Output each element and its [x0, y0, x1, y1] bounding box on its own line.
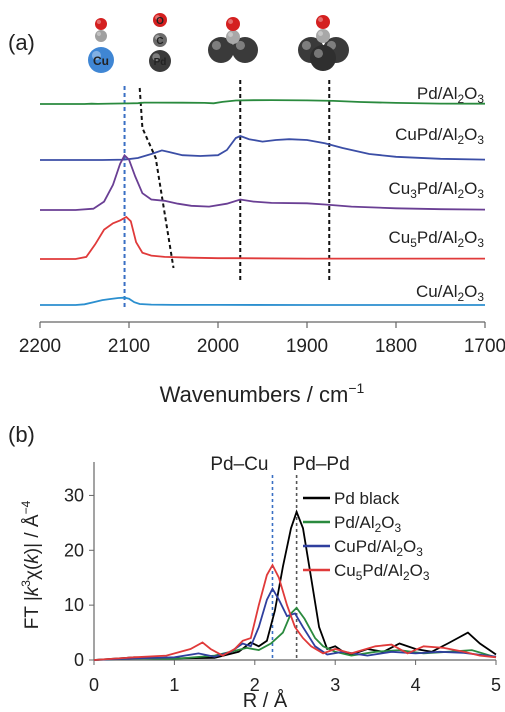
highlight — [313, 48, 324, 58]
highlight — [228, 32, 233, 37]
x-tick-label: 2200 — [19, 336, 61, 357]
panel-b-label: (b) — [8, 422, 35, 447]
x-tick-labels: 2200 2100 2000 1900 1800 1700 — [19, 322, 505, 357]
x-tick-label: 1700 — [464, 336, 505, 357]
series-line — [40, 153, 486, 211]
palladium-atom-icon — [149, 50, 171, 72]
bond-markers: Pd–Cu Pd–Pd — [210, 454, 350, 660]
series-label: Pd/Al2O3 — [417, 84, 485, 106]
x-tick-label: 1800 — [375, 336, 417, 357]
atom-label: O — [156, 16, 164, 27]
highlight — [235, 40, 245, 50]
bond-marker-label: Pd–Cu — [210, 454, 268, 475]
highlight — [318, 31, 323, 36]
y-axis-label: FT |k3χ(k)| / Å−4 — [19, 500, 43, 629]
metal-atom-icon — [310, 45, 336, 71]
spectra-series — [40, 99, 486, 306]
highlight — [152, 53, 160, 62]
panel-a-ir-spectra: (a) Cu OC Pd Pd/Al2O3 CuPd/Al2O3 Cu3Pd/Al2O3… — [8, 13, 505, 407]
copper-atom-label: Cu — [93, 54, 109, 68]
x-tick-label: 4 — [411, 675, 421, 695]
oxygen-atom-icon — [316, 15, 330, 29]
series-line — [40, 135, 486, 161]
x-tick-label: 2100 — [108, 336, 150, 357]
highlight — [228, 19, 233, 24]
highlight — [96, 31, 101, 36]
highlight — [155, 35, 160, 40]
series-label: Cu5Pd/Al2O3 — [389, 228, 485, 250]
metal-atom-icon — [232, 37, 258, 63]
series-line — [93, 586, 497, 661]
axes: 0 1 2 3 4 5 0 10 20 30 — [64, 462, 501, 695]
panel-a-label: (a) — [8, 30, 35, 55]
y-tick-label: 20 — [64, 540, 84, 560]
carbon-atom-icon — [226, 30, 240, 44]
x-tick-label: 5 — [491, 675, 501, 695]
carbon-atom-icon — [153, 33, 167, 47]
x-tick-label: 1 — [169, 675, 179, 695]
y-tick-label: 0 — [74, 650, 84, 670]
x-axis-label-b: R / Å — [243, 689, 288, 712]
series-line — [40, 296, 485, 306]
legend-label: CuPd/Al2O3 — [334, 537, 423, 559]
carbon-atom-icon — [316, 29, 330, 43]
series-label: Cu3Pd/Al2O3 — [389, 179, 485, 201]
series-label: Cu/Al2O3 — [416, 282, 484, 304]
highlight — [91, 50, 101, 60]
metal-atom-icon — [208, 37, 234, 63]
atom-label: Pd — [154, 57, 167, 68]
legend-label: Pd/Al2O3 — [334, 513, 402, 535]
adsorption-site-icons: Cu OC Pd — [88, 13, 349, 73]
oxygen-atom-icon — [95, 18, 107, 30]
highlight — [96, 19, 101, 24]
highlight — [155, 15, 160, 20]
x-tick-label: 2000 — [197, 336, 239, 357]
series-line — [93, 509, 497, 661]
x-axis-label: Wavenumbers / cm−1 — [160, 380, 365, 407]
copper-atom-icon — [88, 47, 114, 73]
series-label: CuPd/Al2O3 — [395, 125, 484, 147]
x-tick-label: 0 — [89, 675, 99, 695]
y-tick-label: 10 — [64, 595, 84, 615]
bond-marker-label: Pd–Pd — [293, 454, 350, 475]
highlight — [211, 40, 221, 50]
peak-shift-line — [138, 87, 175, 269]
carbon-atom-icon — [95, 30, 107, 42]
spectra-labels: Pd/Al2O3 CuPd/Al2O3 Cu3Pd/Al2O3 Cu5Pd/Al2O3… — [389, 84, 485, 304]
panel-b-exafs: (b) 0 1 2 3 4 5 0 10 20 30 Pd–Cu Pd–Pd Pd black Pd/… — [8, 422, 501, 712]
legend-label: Cu5Pd/Al2O3 — [334, 561, 430, 583]
oxygen-atom-icon — [226, 17, 240, 31]
highlight — [301, 40, 312, 50]
reference-lines — [123, 80, 331, 310]
series-line — [40, 215, 485, 260]
x-tick-label: 1900 — [286, 336, 328, 357]
series-line — [93, 563, 497, 661]
x-tick-label: 3 — [330, 675, 340, 695]
legend-label: Pd black — [334, 489, 400, 508]
x-tick-label: 2 — [250, 675, 260, 695]
atom-label: C — [156, 36, 163, 47]
series-line — [40, 99, 486, 105]
oxygen-atom-icon — [153, 13, 167, 27]
ft-series — [93, 509, 497, 661]
highlight — [318, 17, 323, 22]
y-tick-label: 30 — [64, 485, 84, 505]
